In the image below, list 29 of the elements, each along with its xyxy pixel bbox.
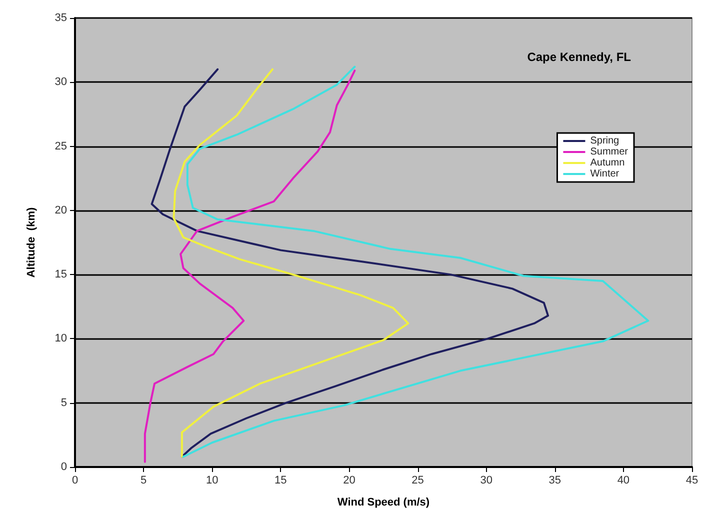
x-tick-label: 10 xyxy=(206,474,218,486)
legend-label: Autumn xyxy=(590,158,625,168)
y-tick-label: 20 xyxy=(54,204,67,216)
y-tick-label: 25 xyxy=(54,140,67,152)
x-axis-title: Wind Speed (m/s) xyxy=(337,496,430,508)
x-tick-label: 15 xyxy=(274,474,287,486)
x-tick-label: 40 xyxy=(617,474,630,486)
text: Cape Kennedy, FL xyxy=(527,50,632,64)
legend-label: Winter xyxy=(590,168,620,180)
x-tick-label: 35 xyxy=(548,474,562,486)
y-tick-label: 10 xyxy=(54,332,67,345)
y-axis-title: Altitude (km) xyxy=(26,207,38,278)
line-series xyxy=(182,66,650,458)
y-tick-label: 15 xyxy=(54,268,67,281)
y-tick-label: 30 xyxy=(54,76,67,88)
x-tick-label: 0 xyxy=(72,474,78,486)
x-tick-label: 45 xyxy=(686,474,698,486)
x-tick-label: 25 xyxy=(412,474,424,486)
x-tick-label: 5 xyxy=(140,474,147,486)
line-series xyxy=(150,68,550,458)
line-series xyxy=(144,70,356,463)
line-series xyxy=(172,68,410,458)
y-tick-label: 35 xyxy=(54,12,67,24)
legend-label: Spring xyxy=(590,136,620,146)
x-tick-label: 20 xyxy=(343,474,356,486)
x-tick-label: 30 xyxy=(480,474,492,486)
y-tick-label: 0 xyxy=(60,461,67,473)
y-tick-label: 5 xyxy=(60,396,67,409)
legend-label: Summer xyxy=(590,146,629,158)
